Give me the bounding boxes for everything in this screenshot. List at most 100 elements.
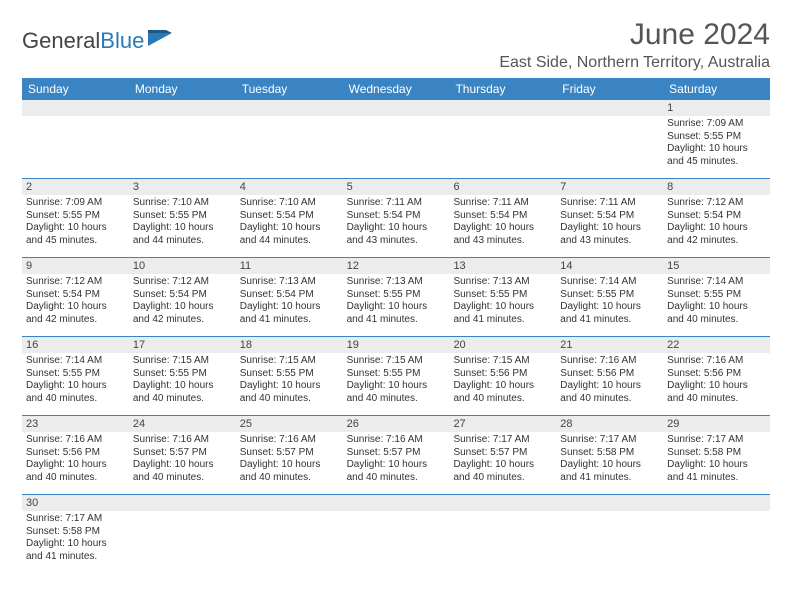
- day-number: 3: [129, 179, 236, 195]
- day-number: 27: [449, 416, 556, 432]
- sunset-text: Sunset: 5:58 PM: [560, 447, 659, 460]
- day-number: 16: [22, 337, 129, 353]
- sunrise-text: Sunrise: 7:17 AM: [26, 513, 125, 526]
- daylight-text-2: and 40 minutes.: [26, 393, 125, 406]
- daylight-text-2: and 42 minutes.: [26, 314, 125, 327]
- day-number: 4: [236, 179, 343, 195]
- day-number-row: 16171819202122: [22, 337, 770, 353]
- daylight-text-2: and 40 minutes.: [26, 472, 125, 485]
- sunset-text: Sunset: 5:54 PM: [133, 289, 232, 302]
- sunrise-text: Sunrise: 7:13 AM: [347, 276, 446, 289]
- sunrise-text: Sunrise: 7:13 AM: [453, 276, 552, 289]
- daylight-text-2: and 40 minutes.: [240, 472, 339, 485]
- day-number: [343, 100, 450, 116]
- sunset-text: Sunset: 5:57 PM: [133, 447, 232, 460]
- day-number: [236, 100, 343, 116]
- day-cell: Sunrise: 7:09 AMSunset: 5:55 PMDaylight:…: [22, 195, 129, 257]
- sunset-text: Sunset: 5:57 PM: [347, 447, 446, 460]
- dow-thursday: Thursday: [449, 78, 556, 100]
- day-cell: Sunrise: 7:16 AMSunset: 5:57 PMDaylight:…: [236, 432, 343, 494]
- calendar: Sunday Monday Tuesday Wednesday Thursday…: [22, 78, 770, 573]
- dow-tuesday: Tuesday: [236, 78, 343, 100]
- week-row: Sunrise: 7:14 AMSunset: 5:55 PMDaylight:…: [22, 353, 770, 416]
- month-title: June 2024: [499, 18, 770, 52]
- sunset-text: Sunset: 5:56 PM: [26, 447, 125, 460]
- sunset-text: Sunset: 5:55 PM: [133, 210, 232, 223]
- week-row: Sunrise: 7:09 AMSunset: 5:55 PMDaylight:…: [22, 116, 770, 179]
- day-number: 17: [129, 337, 236, 353]
- day-number: 24: [129, 416, 236, 432]
- daylight-text-2: and 40 minutes.: [240, 393, 339, 406]
- daylight-text-1: Daylight: 10 hours: [560, 301, 659, 314]
- sunset-text: Sunset: 5:56 PM: [667, 368, 766, 381]
- sunset-text: Sunset: 5:55 PM: [133, 368, 232, 381]
- sunrise-text: Sunrise: 7:16 AM: [26, 434, 125, 447]
- day-number: 23: [22, 416, 129, 432]
- day-number: [129, 495, 236, 511]
- day-number: 7: [556, 179, 663, 195]
- day-number: 5: [343, 179, 450, 195]
- day-number: 10: [129, 258, 236, 274]
- sunset-text: Sunset: 5:56 PM: [560, 368, 659, 381]
- sunrise-text: Sunrise: 7:10 AM: [240, 197, 339, 210]
- day-number: 19: [343, 337, 450, 353]
- day-number: [343, 495, 450, 511]
- day-cell: Sunrise: 7:15 AMSunset: 5:55 PMDaylight:…: [129, 353, 236, 415]
- day-number: 29: [663, 416, 770, 432]
- day-number: 25: [236, 416, 343, 432]
- daylight-text-1: Daylight: 10 hours: [667, 459, 766, 472]
- sunrise-text: Sunrise: 7:11 AM: [560, 197, 659, 210]
- day-cell: Sunrise: 7:15 AMSunset: 5:55 PMDaylight:…: [236, 353, 343, 415]
- day-cell: Sunrise: 7:15 AMSunset: 5:56 PMDaylight:…: [449, 353, 556, 415]
- daylight-text-1: Daylight: 10 hours: [133, 380, 232, 393]
- daylight-text-2: and 44 minutes.: [240, 235, 339, 248]
- day-cell: Sunrise: 7:15 AMSunset: 5:55 PMDaylight:…: [343, 353, 450, 415]
- week-row: Sunrise: 7:09 AMSunset: 5:55 PMDaylight:…: [22, 195, 770, 258]
- sunrise-text: Sunrise: 7:16 AM: [560, 355, 659, 368]
- sunset-text: Sunset: 5:55 PM: [240, 368, 339, 381]
- day-number: 20: [449, 337, 556, 353]
- daylight-text-1: Daylight: 10 hours: [240, 301, 339, 314]
- day-number: 30: [22, 495, 129, 511]
- day-number-row: 1: [22, 100, 770, 116]
- day-cell: Sunrise: 7:17 AMSunset: 5:58 PMDaylight:…: [22, 511, 129, 573]
- sunrise-text: Sunrise: 7:10 AM: [133, 197, 232, 210]
- day-cell: Sunrise: 7:13 AMSunset: 5:54 PMDaylight:…: [236, 274, 343, 336]
- daylight-text-1: Daylight: 10 hours: [453, 222, 552, 235]
- day-cell: [556, 116, 663, 178]
- daylight-text-1: Daylight: 10 hours: [240, 222, 339, 235]
- sunset-text: Sunset: 5:55 PM: [347, 289, 446, 302]
- day-cell: Sunrise: 7:14 AMSunset: 5:55 PMDaylight:…: [556, 274, 663, 336]
- sunrise-text: Sunrise: 7:12 AM: [133, 276, 232, 289]
- title-block: June 2024 East Side, Northern Territory,…: [499, 18, 770, 72]
- daylight-text-1: Daylight: 10 hours: [453, 380, 552, 393]
- header: GeneralBlue June 2024 East Side, Norther…: [22, 18, 770, 72]
- day-number: [449, 100, 556, 116]
- daylight-text-2: and 41 minutes.: [667, 472, 766, 485]
- day-number: 1: [663, 100, 770, 116]
- sunrise-text: Sunrise: 7:11 AM: [453, 197, 552, 210]
- day-cell: Sunrise: 7:10 AMSunset: 5:54 PMDaylight:…: [236, 195, 343, 257]
- day-cell: Sunrise: 7:13 AMSunset: 5:55 PMDaylight:…: [449, 274, 556, 336]
- sunrise-text: Sunrise: 7:16 AM: [347, 434, 446, 447]
- daylight-text-1: Daylight: 10 hours: [560, 459, 659, 472]
- daylight-text-2: and 41 minutes.: [26, 551, 125, 564]
- day-number: 28: [556, 416, 663, 432]
- sunrise-text: Sunrise: 7:12 AM: [26, 276, 125, 289]
- sunset-text: Sunset: 5:58 PM: [667, 447, 766, 460]
- day-cell: Sunrise: 7:17 AMSunset: 5:58 PMDaylight:…: [663, 432, 770, 494]
- daylight-text-2: and 45 minutes.: [26, 235, 125, 248]
- sunset-text: Sunset: 5:55 PM: [347, 368, 446, 381]
- sunrise-text: Sunrise: 7:14 AM: [26, 355, 125, 368]
- daylight-text-1: Daylight: 10 hours: [133, 459, 232, 472]
- sunrise-text: Sunrise: 7:16 AM: [240, 434, 339, 447]
- day-cell: Sunrise: 7:12 AMSunset: 5:54 PMDaylight:…: [22, 274, 129, 336]
- day-cell: Sunrise: 7:09 AMSunset: 5:55 PMDaylight:…: [663, 116, 770, 178]
- sunrise-text: Sunrise: 7:15 AM: [133, 355, 232, 368]
- daylight-text-1: Daylight: 10 hours: [453, 459, 552, 472]
- daylight-text-2: and 40 minutes.: [133, 472, 232, 485]
- sunset-text: Sunset: 5:54 PM: [26, 289, 125, 302]
- day-cell: Sunrise: 7:13 AMSunset: 5:55 PMDaylight:…: [343, 274, 450, 336]
- day-cell: [22, 116, 129, 178]
- day-number: 26: [343, 416, 450, 432]
